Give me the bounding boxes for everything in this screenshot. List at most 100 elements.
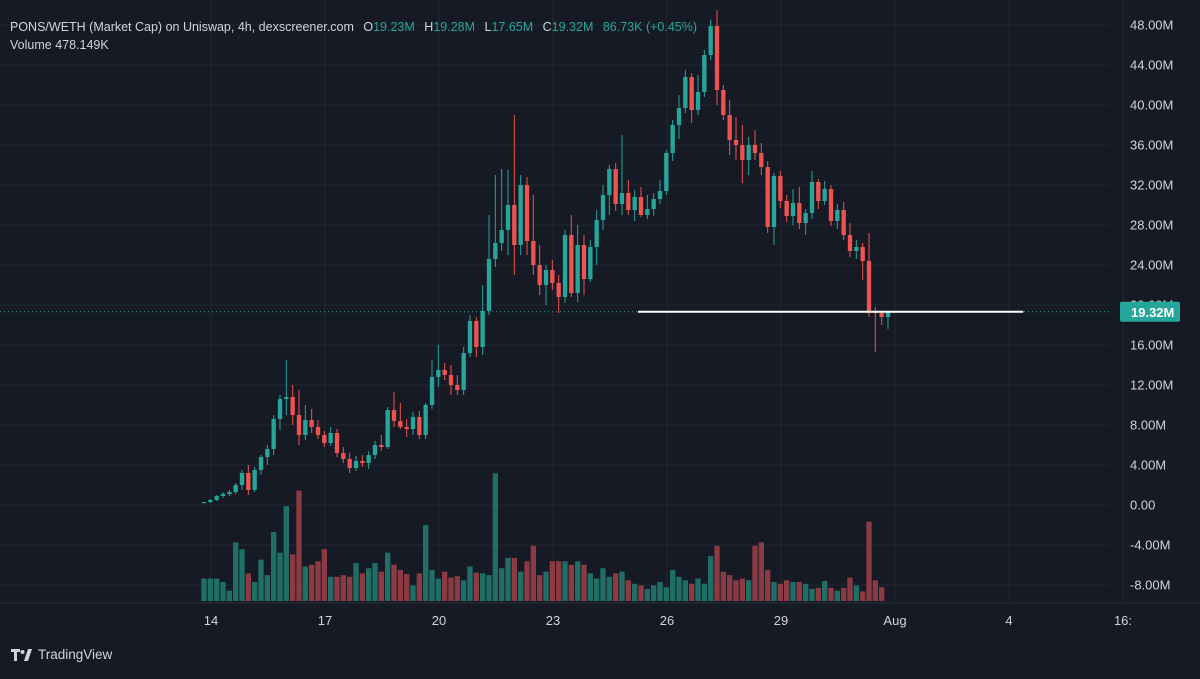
volume-label[interactable]: Volume bbox=[10, 38, 52, 52]
volume-bar bbox=[594, 578, 600, 601]
volume-bar bbox=[619, 571, 625, 601]
symbol-title[interactable]: PONS/WETH (Market Cap) on Uniswap, 4h, d… bbox=[10, 20, 354, 34]
candle-body bbox=[410, 417, 416, 429]
volume-bar bbox=[784, 580, 790, 601]
candle-body bbox=[721, 90, 726, 115]
candle-body bbox=[828, 189, 834, 221]
volume-bar bbox=[606, 576, 612, 601]
x-tick-label: 29 bbox=[774, 613, 788, 628]
volume-bar bbox=[708, 556, 714, 601]
y-tick-label: 24.00M bbox=[1130, 258, 1173, 273]
candle-body bbox=[695, 92, 701, 110]
candle-body bbox=[771, 176, 777, 227]
volume-bar bbox=[676, 576, 682, 601]
candle-body bbox=[290, 397, 295, 415]
volume-bar bbox=[663, 587, 669, 601]
candle-body bbox=[752, 145, 758, 153]
price-axis[interactable]: 48.00M 44.00M 40.00M 36.00M 32.00M 28.00M 24.0… bbox=[1120, 18, 1180, 593]
y-tick-label: 4.00M bbox=[1130, 458, 1166, 473]
volume-bar bbox=[296, 490, 302, 601]
candle-body bbox=[246, 473, 251, 490]
volume-bar bbox=[309, 564, 315, 601]
volume-bar bbox=[537, 575, 543, 601]
candle-body bbox=[740, 145, 745, 160]
candle-body bbox=[417, 417, 422, 435]
volume-bar bbox=[435, 578, 441, 601]
volume-bar bbox=[492, 473, 498, 601]
candle-body bbox=[486, 259, 492, 311]
candle-body bbox=[854, 247, 859, 251]
candle-body bbox=[467, 321, 473, 353]
candle-body bbox=[518, 185, 523, 245]
candle-body bbox=[512, 205, 517, 245]
volume-bar bbox=[853, 585, 859, 601]
volume-bar bbox=[682, 580, 688, 601]
x-tick-label: Aug bbox=[883, 613, 906, 628]
volume-bar bbox=[657, 582, 663, 601]
candle-body bbox=[664, 153, 669, 191]
candle-body bbox=[480, 311, 485, 347]
volume-bar bbox=[695, 578, 701, 601]
volume-bar bbox=[556, 561, 562, 601]
volume-bar bbox=[828, 587, 834, 601]
volume-bar bbox=[397, 569, 403, 601]
volume-bar bbox=[271, 532, 277, 601]
candle-body bbox=[683, 77, 688, 108]
candle-body bbox=[816, 182, 821, 201]
candle-body bbox=[866, 261, 872, 312]
candle-body bbox=[284, 397, 289, 399]
candle-body bbox=[784, 201, 789, 216]
volume-bar bbox=[480, 573, 486, 601]
y-tick-label: 48.00M bbox=[1130, 18, 1173, 33]
volume-bar bbox=[670, 569, 676, 601]
candle-body bbox=[220, 494, 226, 496]
volume-bars bbox=[201, 473, 885, 601]
volume-bar bbox=[765, 569, 771, 601]
volume-bar bbox=[226, 590, 232, 601]
volume-bar bbox=[315, 561, 321, 601]
y-tick-label: 40.00M bbox=[1130, 98, 1173, 113]
candle-body bbox=[334, 433, 340, 453]
volume-bar bbox=[283, 506, 289, 601]
x-tick-label: 17 bbox=[318, 613, 332, 628]
candle-body bbox=[638, 197, 644, 215]
volume-bar bbox=[600, 568, 606, 601]
volume-bar bbox=[524, 561, 530, 601]
tradingview-brand[interactable]: TradingView bbox=[11, 647, 112, 662]
volume-bar bbox=[385, 552, 391, 601]
volume-bar bbox=[866, 521, 872, 601]
volume-bar bbox=[790, 582, 796, 601]
volume-bar bbox=[328, 576, 334, 601]
volume-bar bbox=[746, 580, 752, 601]
volume-bar bbox=[758, 542, 764, 601]
open-value: 19.23M bbox=[373, 20, 415, 34]
candle-body bbox=[556, 283, 561, 297]
low-value: 17.65M bbox=[491, 20, 534, 34]
candle-body bbox=[809, 182, 815, 213]
volume-bar bbox=[258, 559, 264, 601]
volume-bar bbox=[720, 571, 726, 601]
candle-body bbox=[689, 77, 694, 110]
candle-body bbox=[708, 26, 713, 55]
candle-body bbox=[360, 461, 365, 463]
candle-body bbox=[626, 193, 631, 210]
candle-body bbox=[303, 420, 308, 435]
time-axis[interactable]: 14 17 20 23 26 29 Aug 4 16: bbox=[0, 602, 1200, 628]
high-value: 19.28M bbox=[433, 20, 476, 34]
volume-legend: Volume 478.149K bbox=[10, 37, 109, 54]
x-tick-label: 23 bbox=[546, 613, 560, 628]
candle-body bbox=[543, 270, 549, 285]
volume-bar bbox=[727, 575, 733, 601]
volume-bar bbox=[366, 568, 372, 601]
volume-bar bbox=[733, 580, 739, 601]
candle-body bbox=[239, 473, 245, 485]
volume-bar bbox=[644, 588, 650, 601]
y-tick-label: -8.00M bbox=[1130, 578, 1170, 593]
candle-body bbox=[505, 205, 511, 230]
candle-body bbox=[657, 191, 663, 199]
volume-bar bbox=[568, 564, 574, 601]
candle-body bbox=[594, 220, 599, 247]
y-tick-label: 32.00M bbox=[1130, 178, 1173, 193]
